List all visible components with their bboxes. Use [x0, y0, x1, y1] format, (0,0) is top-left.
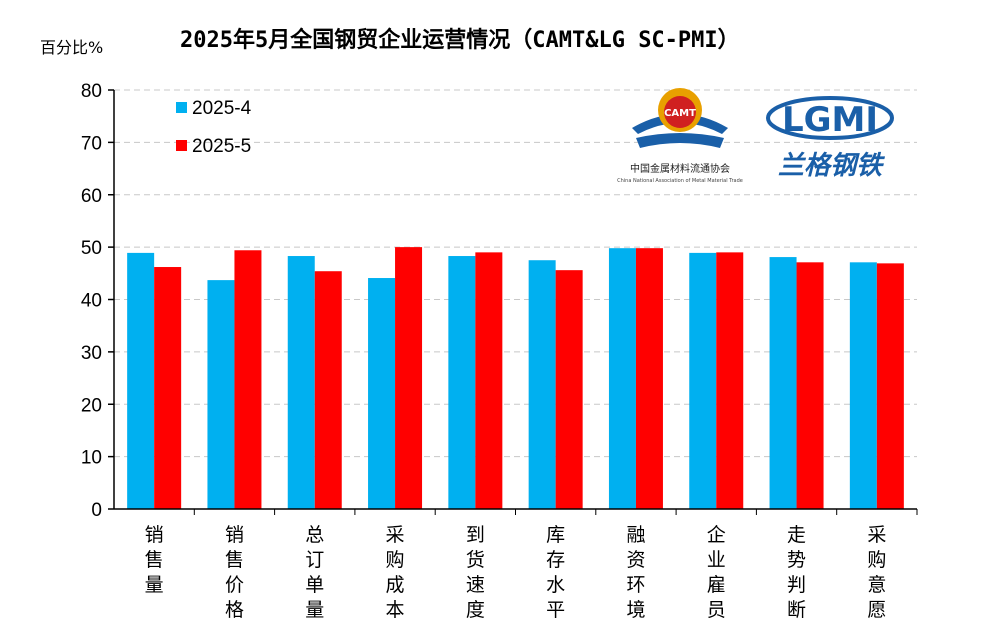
bar-2025-4-销售价格 [207, 280, 235, 509]
bar-2025-5-融资环境 [635, 248, 663, 510]
y-tick-label: 40 [81, 291, 102, 312]
y-tick-label: 30 [81, 343, 102, 364]
y-tick-label: 80 [81, 81, 102, 102]
bar-2025-5-销售量 [154, 267, 182, 509]
y-tick-label: 0 [91, 500, 102, 521]
bar-2025-4-采购成本 [368, 278, 396, 509]
y-tick-label: 20 [81, 395, 102, 416]
legend-swatch-2025-5 [176, 140, 187, 151]
bar-2025-5-销售价格 [234, 250, 262, 509]
camt-name-cn: 中国金属材料流通协会 [630, 162, 730, 175]
x-tick-label: 到货速度 [466, 524, 485, 621]
bar-2025-4-企业雇员 [689, 252, 717, 510]
bar-2025-4-采购意愿 [849, 262, 877, 509]
y-tick-label: 50 [81, 238, 102, 259]
camt-logo-core [664, 96, 696, 128]
y-tick-label: 10 [81, 448, 102, 469]
x-tick-label: 融资环境 [626, 524, 645, 621]
y-axis-label: 百分比% [40, 38, 104, 57]
legend-swatch-2025-4 [176, 102, 187, 113]
bar-2025-4-到货速度 [448, 256, 476, 509]
x-tick-label: 企业雇员 [707, 524, 726, 621]
bar-2025-4-走势判断 [769, 257, 797, 509]
lgmi-logo: LGMI 兰格钢铁 [766, 96, 894, 181]
y-tick-label: 70 [81, 133, 102, 154]
bar-2025-5-企业雇员 [716, 252, 744, 510]
bar-2025-5-到货速度 [475, 252, 503, 510]
x-tick-label: 采购意愿 [867, 524, 886, 621]
bar-2025-4-总订单量 [287, 256, 315, 509]
bar-2025-4-库存水平 [528, 260, 556, 509]
x-tick-label: 销售量 [145, 524, 164, 596]
bar-2025-5-库存水平 [555, 270, 583, 509]
x-tick-label: 采购成本 [386, 524, 405, 621]
bar-2025-4-融资环境 [608, 248, 636, 510]
x-tick-label: 总订单量 [305, 524, 324, 621]
chart-title: 2025年5月全国钢贸企业运营情况（CAMT&LG SC-PMI） [180, 28, 740, 53]
camt-logo: CAMT 中国金属材料流通协会 China National Associati… [617, 88, 743, 184]
y-tick-label: 60 [81, 186, 102, 207]
lgmi-logo-mark: LGMI [782, 100, 878, 140]
camt-logo-base [636, 133, 724, 148]
camt-logo-wing [632, 114, 728, 134]
legend-label: 2025-4 [192, 98, 252, 119]
x-tick-label: 库存水平 [546, 524, 565, 621]
bar-2025-4-销售量 [127, 252, 155, 510]
bar-2025-5-采购意愿 [876, 263, 904, 509]
x-tick-label: 销售价格 [225, 524, 244, 621]
camt-logo-mark: CAMT [664, 108, 696, 119]
bar-2025-5-采购成本 [395, 247, 423, 509]
x-tick-label: 走势判断 [787, 524, 806, 621]
bar-2025-5-总订单量 [314, 271, 342, 509]
camt-name-en: China National Association of Metal Mate… [617, 178, 743, 184]
bar-2025-5-走势判断 [796, 262, 824, 509]
legend-label: 2025-5 [192, 136, 251, 157]
lgmi-name-cn: 兰格钢铁 [778, 151, 886, 181]
